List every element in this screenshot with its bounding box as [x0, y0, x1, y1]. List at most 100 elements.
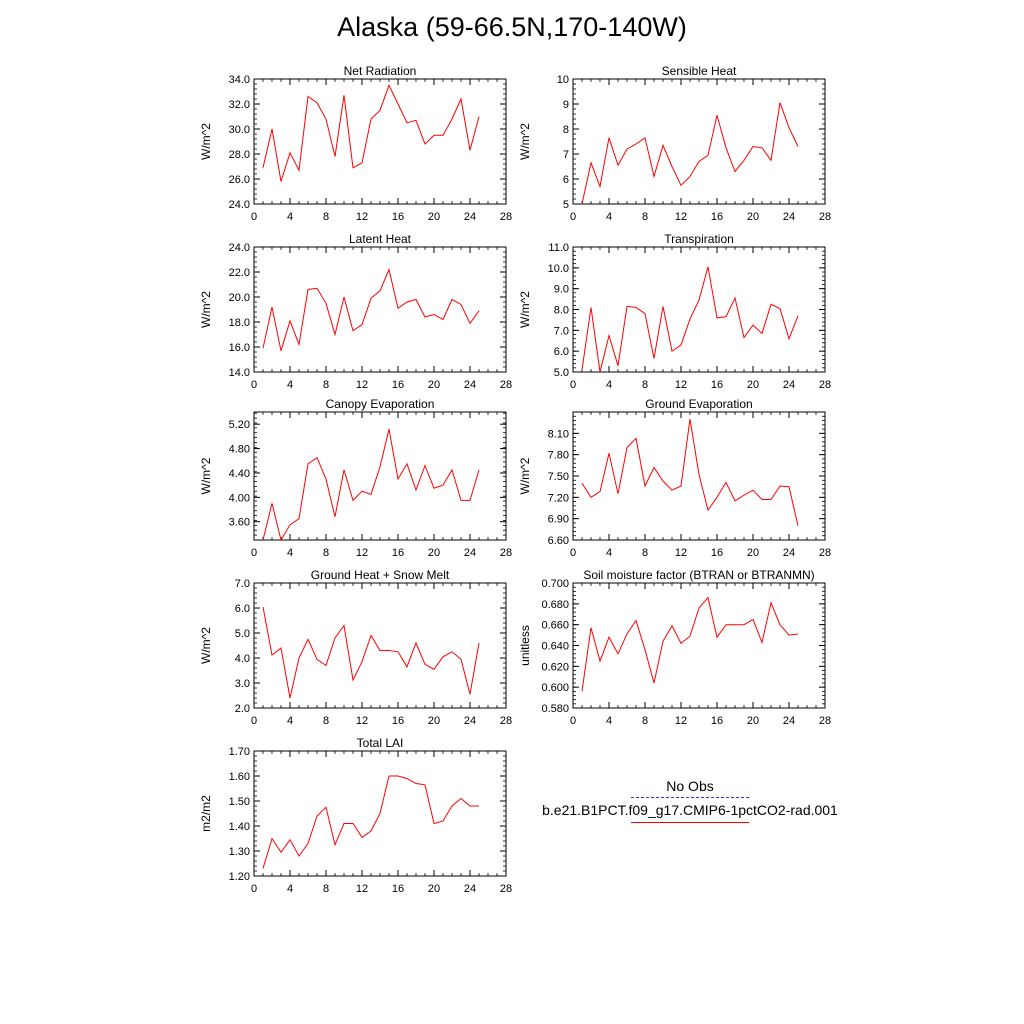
y-tick-label: 0.580	[541, 703, 569, 715]
x-tick-label: 28	[500, 379, 512, 391]
series-line	[262, 84, 480, 182]
y-tick-label: 0.620	[541, 661, 569, 673]
x-tick-label: 24	[783, 211, 795, 223]
y-tick-label: 4.80	[229, 444, 250, 456]
y-tick-label: 8	[563, 124, 569, 136]
panel-title: Ground Evaporation	[645, 397, 752, 411]
x-tick-label: 4	[606, 211, 612, 223]
panel-title: Canopy Evaporation	[326, 397, 435, 411]
plot-frame	[253, 411, 507, 541]
x-tick-label: 12	[675, 547, 687, 559]
y-tick-label: 4.00	[229, 492, 250, 504]
panel-1: 0 4 8 12 16 20 24 28 5 6 7 8 9 10 Sensible Heat W/m^2	[518, 64, 831, 223]
x-tick-label: 16	[392, 715, 404, 727]
y-tick-label: 10.0	[548, 263, 569, 275]
y-tick-label: 16.0	[229, 342, 250, 354]
x-tick-label: 20	[428, 715, 440, 727]
y-tick-label: 4.0	[235, 653, 250, 665]
x-tick-label: 28	[500, 547, 512, 559]
y-tick-label: 14.0	[229, 367, 250, 379]
x-tick-label: 8	[642, 379, 648, 391]
x-tick-label: 28	[500, 883, 512, 895]
y-tick-label: 0.660	[541, 620, 569, 632]
y-tick-label: 30.0	[229, 124, 250, 136]
x-tick-label: 0	[570, 547, 576, 559]
legend-model-label: b.e21.B1PCT.f09_g17.CMIP6-1pctCO2-rad.00…	[542, 802, 838, 818]
x-tick-label: 24	[783, 547, 795, 559]
x-tick-label: 8	[642, 715, 648, 727]
panel-title: Transpiration	[664, 232, 734, 246]
y-tick-label: 7.80	[548, 450, 569, 462]
y-tick-label: 8.0	[554, 305, 569, 317]
y-axis-label: W/m^2	[518, 123, 532, 160]
y-tick-label: 1.60	[229, 771, 250, 783]
x-tick-label: 16	[711, 547, 723, 559]
y-tick-label: 6.60	[548, 535, 569, 547]
x-tick-label: 24	[783, 715, 795, 727]
panel-8: 0 4 8 12 16 20 24 28 1.20 1.30 1.40 1.50 1.60 1.70 Tot…	[199, 736, 512, 895]
y-tick-label: 7.50	[548, 471, 569, 483]
x-tick-label: 12	[356, 883, 368, 895]
x-tick-label: 16	[392, 547, 404, 559]
series-line	[581, 102, 799, 204]
x-tick-label: 0	[251, 883, 257, 895]
x-tick-label: 12	[356, 211, 368, 223]
x-tick-label: 12	[356, 715, 368, 727]
y-axis-label: W/m^2	[199, 457, 213, 494]
x-tick-label: 20	[747, 715, 759, 727]
legend-model-swatch	[631, 822, 749, 823]
x-tick-label: 12	[675, 715, 687, 727]
panel-5: 0 4 8 12 16 20 24 28 6.60 6.90 7.20 7.50 7.80 8.10 Gro…	[518, 397, 831, 559]
x-tick-label: 8	[323, 379, 329, 391]
y-tick-label: 0.700	[541, 578, 569, 590]
panel-title: Net Radiation	[344, 64, 417, 78]
y-tick-label: 1.20	[229, 871, 250, 883]
y-tick-label: 9.0	[554, 284, 569, 296]
x-tick-label: 4	[287, 379, 293, 391]
x-tick-label: 24	[783, 379, 795, 391]
y-tick-label: 6.90	[548, 514, 569, 526]
y-tick-label: 0.680	[541, 599, 569, 611]
series-line	[262, 428, 480, 540]
y-tick-label: 26.0	[229, 174, 250, 186]
y-axis-label: m2/m2	[199, 795, 213, 832]
x-tick-label: 8	[642, 547, 648, 559]
panel-title: Latent Heat	[349, 232, 412, 246]
y-tick-label: 20.0	[229, 292, 250, 304]
x-tick-label: 20	[428, 379, 440, 391]
x-tick-label: 12	[675, 379, 687, 391]
x-tick-label: 4	[287, 883, 293, 895]
y-axis-label: unitless	[518, 625, 532, 666]
panel-2: 0 4 8 12 16 20 24 28 14.0 16.0 18.0 20.0 22.0 24.0 Lat…	[199, 232, 512, 391]
y-tick-label: 7	[563, 149, 569, 161]
y-tick-label: 6	[563, 174, 569, 186]
x-tick-label: 0	[570, 715, 576, 727]
y-tick-label: 7.0	[554, 325, 569, 337]
series-line	[262, 775, 479, 869]
y-tick-label: 1.40	[229, 821, 250, 833]
y-tick-label: 7.0	[235, 578, 250, 590]
y-tick-label: 1.70	[229, 746, 250, 758]
y-tick-label: 24.0	[229, 199, 250, 211]
x-tick-label: 16	[711, 715, 723, 727]
x-tick-label: 16	[711, 379, 723, 391]
series-line	[262, 606, 480, 699]
plot-frame	[572, 582, 826, 709]
x-tick-label: 20	[747, 211, 759, 223]
x-tick-label: 24	[464, 211, 476, 223]
plot-frame	[572, 78, 826, 205]
y-tick-label: 1.30	[229, 846, 250, 858]
panel-title: Ground Heat + Snow Melt	[311, 568, 450, 582]
y-tick-label: 6.0	[235, 603, 250, 615]
x-tick-label: 20	[428, 883, 440, 895]
x-tick-label: 28	[500, 211, 512, 223]
y-axis-label: W/m^2	[518, 457, 532, 494]
y-axis-label: W/m^2	[199, 123, 213, 160]
x-tick-label: 16	[392, 883, 404, 895]
panel-title: Soil moisture factor (BTRAN or BTRANMN)	[583, 568, 814, 582]
panel-title: Sensible Heat	[662, 64, 737, 78]
x-tick-label: 0	[251, 211, 257, 223]
x-tick-label: 0	[570, 379, 576, 391]
x-tick-label: 24	[464, 379, 476, 391]
